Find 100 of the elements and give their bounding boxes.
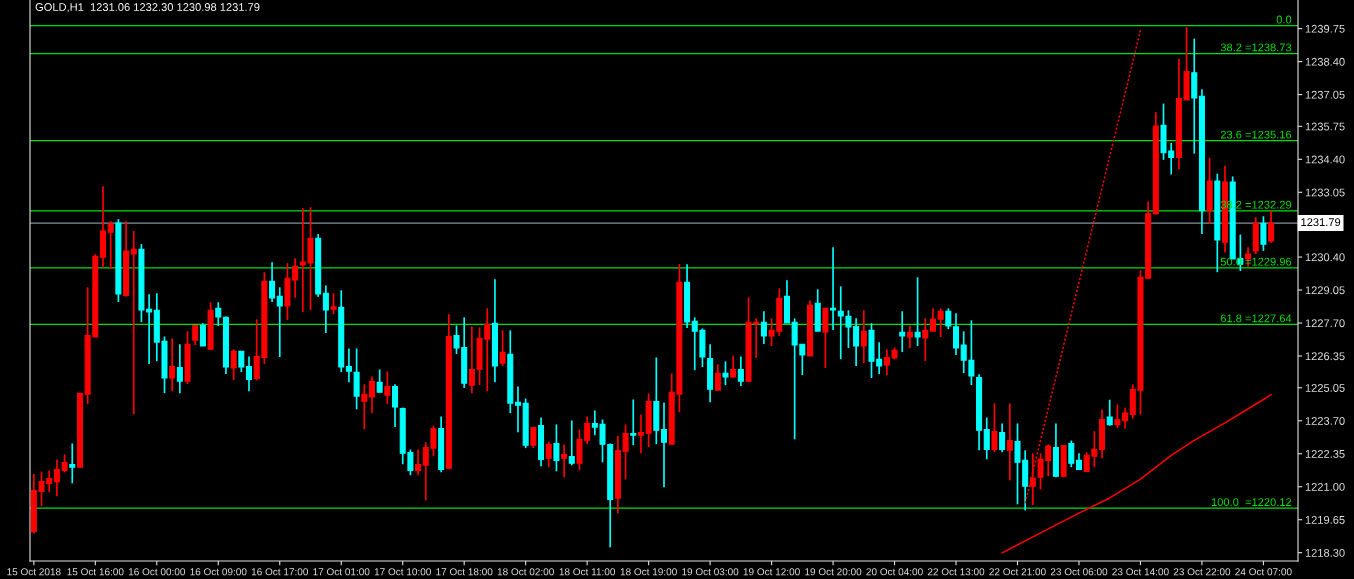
candlestick bbox=[322, 284, 329, 334]
chart-title: GOLD,H1 1231.06 1232.30 1230.98 1231.79 bbox=[35, 3, 260, 13]
candlestick bbox=[914, 276, 921, 347]
candlestick bbox=[330, 292, 337, 315]
x-tick-label: 15 Oct 16:00 bbox=[67, 568, 124, 576]
candlestick bbox=[906, 324, 913, 349]
candlestick bbox=[1068, 439, 1075, 469]
candlestick bbox=[630, 398, 637, 447]
x-tick-label: 16 Oct 09:00 bbox=[190, 568, 247, 576]
y-tick-label: 1226.35 bbox=[1305, 352, 1345, 361]
candlestick bbox=[568, 419, 575, 467]
candlestick bbox=[999, 422, 1006, 454]
ref-line-label: 61.8 =1227.64 bbox=[1220, 314, 1292, 323]
ref-line-label: 23.6 =1235.16 bbox=[1220, 130, 1292, 139]
x-tick-label: 17 Oct 18:00 bbox=[436, 568, 493, 576]
candlestick bbox=[192, 324, 199, 346]
candlestick bbox=[169, 337, 176, 393]
y-tick-label: 1221.00 bbox=[1305, 482, 1345, 491]
ref-line-label: 1231.79 bbox=[1301, 218, 1341, 227]
x-tick-label: 17 Oct 10:00 bbox=[374, 568, 431, 576]
y-tick-label: 1238.40 bbox=[1305, 57, 1345, 66]
candlestick bbox=[714, 363, 721, 392]
candlestick bbox=[107, 220, 114, 270]
candlestick bbox=[368, 375, 375, 415]
x-tick-label: 18 Oct 19:00 bbox=[620, 568, 677, 576]
candlestick bbox=[345, 347, 352, 383]
x-tick-label: 23 Oct 14:00 bbox=[1112, 568, 1169, 576]
annotation: 0.0 bbox=[1276, 15, 1292, 24]
candlestick bbox=[660, 401, 668, 489]
candlestick bbox=[230, 348, 237, 382]
y-tick-label: 1235.75 bbox=[1305, 122, 1345, 131]
candlestick bbox=[760, 310, 767, 345]
x-tick-label: 16 Oct 00:00 bbox=[128, 568, 186, 576]
candlestick bbox=[514, 385, 522, 434]
candlestick bbox=[545, 440, 552, 469]
ref-line-label: 100.0 =1220.12 bbox=[1211, 498, 1292, 507]
x-tick-label: 15 Oct 2018 bbox=[7, 568, 61, 576]
candlestick bbox=[637, 413, 644, 455]
candlestick bbox=[822, 307, 829, 369]
y-tick-label: 1225.05 bbox=[1305, 384, 1345, 392]
x-tick-label: 18 Oct 02:00 bbox=[497, 568, 554, 576]
candlestick bbox=[269, 261, 276, 303]
x-tick-label: 23 Oct 06:00 bbox=[1050, 568, 1108, 576]
candlestick bbox=[929, 307, 936, 332]
candlestick bbox=[199, 322, 206, 347]
ref-line-label: 38.2 =1238.73 bbox=[1220, 43, 1292, 52]
y-tick-label: 1234.40 bbox=[1305, 155, 1345, 164]
y-tick-label: 1227.70 bbox=[1305, 319, 1345, 328]
candlestick bbox=[922, 317, 929, 362]
candlestick bbox=[361, 383, 368, 431]
x-tick-label: 24 Oct 07:00 bbox=[1235, 568, 1292, 576]
candlestick bbox=[983, 416, 990, 461]
candlestick bbox=[384, 370, 391, 405]
candlestick bbox=[530, 426, 537, 449]
candlestick bbox=[561, 443, 568, 479]
x-tick-label: 20 Oct 04:00 bbox=[866, 568, 923, 576]
candlestick bbox=[246, 355, 253, 393]
y-tick-label: 1229.05 bbox=[1305, 286, 1345, 295]
candlestick bbox=[176, 343, 183, 394]
candlestick bbox=[953, 312, 960, 356]
x-tick-label: 17 Oct 01:00 bbox=[313, 568, 370, 576]
candlestick bbox=[737, 355, 744, 387]
candlestick bbox=[376, 368, 383, 393]
candlestick bbox=[830, 246, 837, 331]
x-tick-label: 19 Oct 12:00 bbox=[743, 568, 800, 576]
y-tick-label: 1237.05 bbox=[1305, 90, 1345, 99]
candlestick bbox=[276, 286, 283, 358]
x-tick-label: 22 Oct 21:00 bbox=[989, 568, 1046, 576]
x-tick-label: 22 Oct 13:00 bbox=[927, 568, 985, 576]
candlestick bbox=[69, 442, 76, 485]
x-tick-label: 23 Oct 22:00 bbox=[1173, 568, 1231, 576]
candlestick bbox=[415, 448, 422, 477]
y-tick-label: 1222.35 bbox=[1305, 450, 1345, 458]
candlestick bbox=[722, 360, 729, 386]
y-tick-label: 1218.30 bbox=[1305, 548, 1345, 557]
candlestick bbox=[860, 309, 867, 364]
candlestick bbox=[353, 347, 360, 411]
candlestick bbox=[730, 354, 737, 379]
candlestick bbox=[1106, 398, 1113, 427]
candlestick bbox=[215, 301, 222, 327]
candlestick bbox=[130, 230, 137, 415]
candlestick bbox=[945, 307, 952, 330]
candlestick bbox=[991, 402, 998, 454]
y-tick-label: 1223.70 bbox=[1305, 417, 1345, 425]
y-tick-label: 1233.05 bbox=[1305, 188, 1345, 197]
candlestick bbox=[1260, 215, 1267, 252]
candlestick bbox=[1268, 209, 1275, 244]
x-tick-label: 19 Oct 03:00 bbox=[682, 568, 739, 576]
candlestick bbox=[238, 350, 245, 373]
candlestick bbox=[499, 329, 506, 367]
candlestick bbox=[937, 307, 944, 338]
candlestick bbox=[1006, 402, 1013, 482]
y-tick-label: 1239.75 bbox=[1305, 24, 1345, 33]
y-tick-label: 1219.65 bbox=[1305, 515, 1345, 524]
candlestick bbox=[392, 383, 399, 428]
y-tick-label: 1230.40 bbox=[1305, 253, 1345, 262]
candlestick bbox=[899, 310, 906, 353]
x-tick-label: 16 Oct 17:00 bbox=[251, 568, 308, 576]
ref-line-label: 38.2 =1232.29 bbox=[1220, 200, 1292, 209]
candlestick bbox=[553, 423, 560, 473]
